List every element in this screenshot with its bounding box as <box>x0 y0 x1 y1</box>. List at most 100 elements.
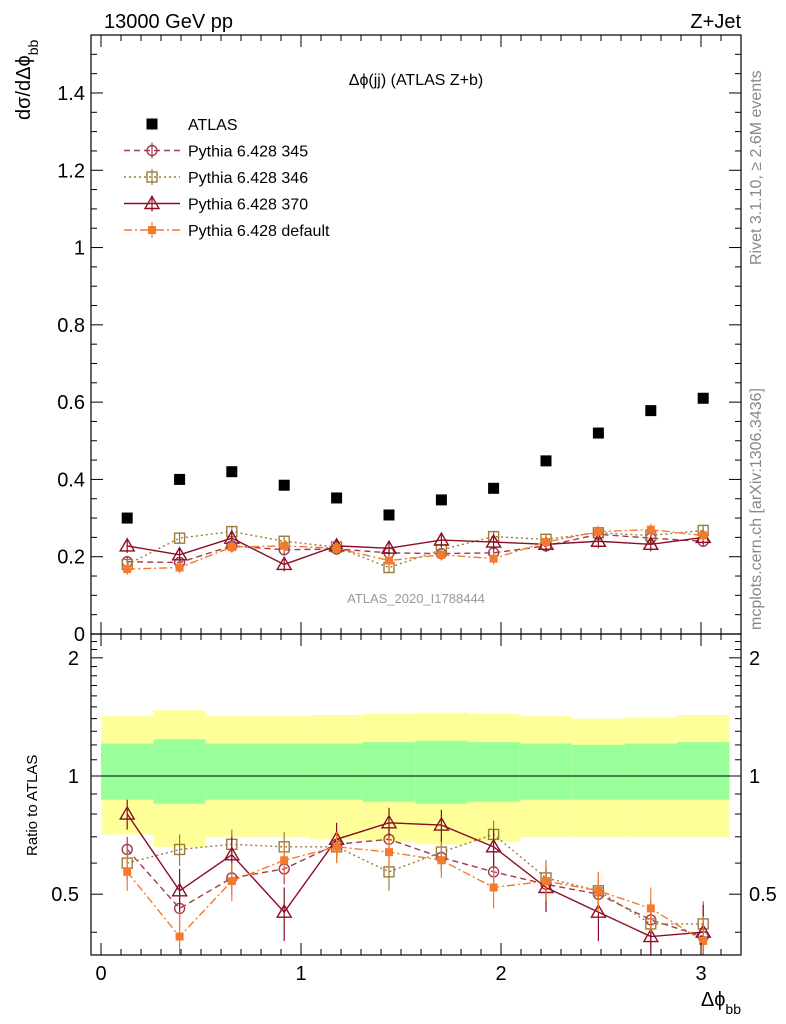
ratio-inner-band-bin <box>310 743 363 800</box>
main-data-point <box>542 538 550 547</box>
main-data-point <box>485 533 502 548</box>
ratio-plot-data-layer <box>118 799 712 955</box>
rivet-version-label: Rivet 3.1.10, ≥ 2.6M events <box>748 70 765 265</box>
main-series-pythia-6-428-345 <box>121 528 709 569</box>
main-data-point <box>121 512 133 524</box>
ratio-series-pythia-6-428-default <box>123 832 708 955</box>
ratio-y-tick-label: 2 <box>68 648 79 670</box>
ratio-data-point <box>275 903 293 918</box>
main-series-pythia-6-428-default <box>123 523 708 575</box>
main-data-point <box>385 556 393 565</box>
main-data-point <box>380 539 398 554</box>
ratio-y-tick-label: 1 <box>68 766 79 788</box>
legend-marker <box>146 171 158 183</box>
ratio-inner-band-bin <box>258 743 311 800</box>
main-y-tick-label: 1.2 <box>57 160 85 182</box>
main-series-atlas <box>121 392 709 524</box>
ratio-data-point <box>173 843 186 856</box>
main-data-point <box>488 482 500 494</box>
main-data-point <box>437 550 446 559</box>
ratio-series-line-pythia-6-428-default <box>126 846 704 942</box>
main-plot-data-layer <box>118 392 712 575</box>
ratio-inner-band-bin <box>415 740 468 804</box>
ratio-data-point <box>123 867 132 876</box>
ratio-data-point <box>590 903 607 918</box>
ratio-frame <box>90 633 742 956</box>
main-plot-axes: 0 0.2 0.4 0.6 0.8 1 1.2 1.4 <box>57 34 742 646</box>
ratio-data-point <box>223 846 241 861</box>
legend-marker <box>143 195 161 210</box>
main-data-point <box>278 479 290 491</box>
ratio-x-tick-label: 3 <box>695 963 706 985</box>
ratio-series-pythia-6-428-345 <box>121 827 709 955</box>
main-data-point <box>646 525 655 534</box>
ratio-data-point <box>489 883 498 892</box>
ratio-inner-band-bin <box>519 743 573 800</box>
legend-entry-pythia-6-428-370: Pythia 6.428 370 <box>124 195 308 214</box>
main-data-point <box>645 405 657 417</box>
main-data-point <box>280 541 289 550</box>
legend-label: ATLAS <box>188 117 238 134</box>
ratio-y-tick-label-right: 2 <box>749 648 760 670</box>
ratio-x-tick-label: 0 <box>95 963 106 985</box>
main-data-point <box>226 466 238 478</box>
main-data-point <box>383 509 395 521</box>
main-y-tick-label: 1 <box>74 238 85 260</box>
ratio-y-tick-label-right: 1 <box>749 766 760 788</box>
main-data-point <box>118 537 136 552</box>
main-data-point <box>332 544 341 553</box>
main-series-pythia-6-428-370 <box>118 528 712 572</box>
ratio-data-point <box>542 877 550 886</box>
main-y-tick-label: 0.2 <box>57 547 85 569</box>
main-data-point <box>489 554 498 563</box>
main-data-point <box>123 565 132 574</box>
ratio-inner-band-bin <box>467 742 520 802</box>
legend-label: Pythia 6.428 370 <box>188 197 308 214</box>
main-data-point <box>173 532 186 544</box>
ratio-data-point <box>280 856 289 865</box>
main-series-line-pythia-6-428-346 <box>126 529 704 569</box>
legend: ATLAS Pythia 6.428 345 Pythia 6.428 346 Pyt… <box>124 117 330 240</box>
ratio-inner-band-bin <box>153 739 206 804</box>
ratio-data-point <box>642 928 660 943</box>
main-y-tick-label: 0.6 <box>57 392 85 414</box>
main-series-line-pythia-6-428-370 <box>127 536 704 566</box>
ratio-data-point <box>118 805 136 820</box>
ratio-data-point <box>485 838 502 853</box>
main-data-point <box>435 494 447 506</box>
ratio-uncertainty-bands <box>91 710 741 847</box>
plot-title: Δϕ(jj) (ATLAS Z+b) <box>349 72 483 89</box>
main-y-tick-label: 0.8 <box>57 315 85 337</box>
legend-label: Pythia 6.428 default <box>188 223 330 240</box>
main-data-point <box>699 531 708 540</box>
ratio-data-point <box>699 936 708 945</box>
ratio-y-tick-label-right: 0.5 <box>749 884 777 906</box>
ratio-inner-band-bin <box>677 742 730 800</box>
legend-entry-pythia-6-428-346: Pythia 6.428 346 <box>124 169 308 187</box>
ratio-data-point <box>175 932 184 941</box>
ratio-data-point <box>594 886 603 895</box>
legend-entry-pythia-6-428-345: Pythia 6.428 345 <box>124 142 308 161</box>
ratio-x-tick-label: 1 <box>295 963 306 985</box>
legend-entry-pythia-6-428-default: Pythia 6.428 default <box>124 222 330 240</box>
header-right-label: Z+Jet <box>690 11 741 33</box>
ratio-data-point <box>385 848 393 857</box>
main-data-point <box>171 546 188 561</box>
ratio-x-tick-label: 2 <box>495 963 506 985</box>
ratio-inner-band-bin <box>572 744 625 800</box>
main-series-line-pythia-6-428-345 <box>127 533 704 564</box>
legend-label: Pythia 6.428 346 <box>188 170 308 187</box>
main-y-tick-label: 0.4 <box>57 469 85 491</box>
main-data-point <box>175 563 184 572</box>
legend-entry-atlas: ATLAS <box>146 117 238 134</box>
legend-marker <box>146 144 158 157</box>
main-y-tick-label: 1.4 <box>57 83 85 105</box>
mcplots-reference-label: mcplots.cern.ch [arXiv:1306.3436] <box>748 388 765 630</box>
main-data-point <box>433 531 450 546</box>
ratio-data-point <box>227 877 236 886</box>
ratio-inner-band-bin <box>205 743 258 800</box>
main-data-point <box>331 492 343 504</box>
ratio-inner-band-bin <box>624 743 677 800</box>
main-data-point <box>174 473 186 485</box>
ratio-data-point <box>437 856 446 865</box>
